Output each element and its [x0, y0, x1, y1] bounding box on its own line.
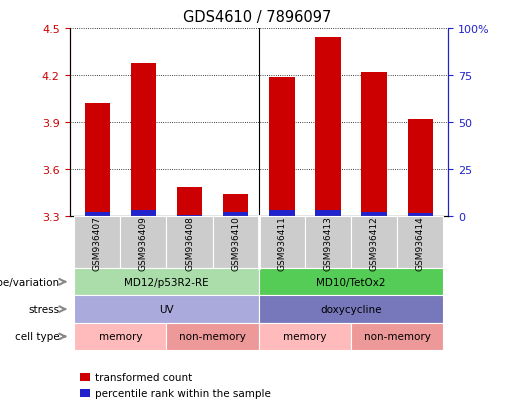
Text: memory: memory [283, 332, 327, 342]
Text: cell type: cell type [14, 332, 59, 342]
Bar [177, 187, 202, 217]
Bar [315, 38, 341, 217]
Bar [362, 212, 387, 217]
Bar [131, 63, 156, 217]
Text: UV: UV [159, 304, 174, 314]
Bar [269, 78, 295, 217]
Bar [223, 212, 248, 217]
Text: GSM936410: GSM936410 [231, 215, 240, 270]
Text: GSM936411: GSM936411 [278, 215, 286, 270]
Text: GSM936413: GSM936413 [323, 215, 333, 270]
Text: stress: stress [28, 304, 59, 314]
Text: MD10/TetOx2: MD10/TetOx2 [316, 277, 386, 287]
Bar [408, 214, 433, 217]
Bar [269, 211, 295, 217]
Bar [315, 211, 341, 217]
Bar [223, 195, 248, 217]
Text: GSM936414: GSM936414 [416, 215, 425, 270]
Bar [84, 104, 110, 217]
Text: GSM936407: GSM936407 [93, 215, 102, 270]
Bar [408, 120, 433, 217]
Text: GDS4610 / 7896097: GDS4610 / 7896097 [183, 10, 332, 25]
Text: non-memory: non-memory [179, 332, 246, 342]
Text: percentile rank within the sample: percentile rank within the sample [95, 388, 271, 398]
Text: GSM936408: GSM936408 [185, 215, 194, 270]
Bar [84, 212, 110, 217]
Bar [362, 73, 387, 217]
Text: MD12/p53R2-RE: MD12/p53R2-RE [124, 277, 209, 287]
Bar [131, 211, 156, 217]
Text: transformed count: transformed count [95, 372, 193, 382]
Text: GSM936412: GSM936412 [370, 215, 379, 270]
Text: non-memory: non-memory [364, 332, 431, 342]
Text: genotype/variation: genotype/variation [0, 277, 59, 287]
Text: doxycycline: doxycycline [320, 304, 382, 314]
Bar [177, 215, 202, 217]
Text: memory: memory [98, 332, 142, 342]
Text: GSM936409: GSM936409 [139, 215, 148, 270]
